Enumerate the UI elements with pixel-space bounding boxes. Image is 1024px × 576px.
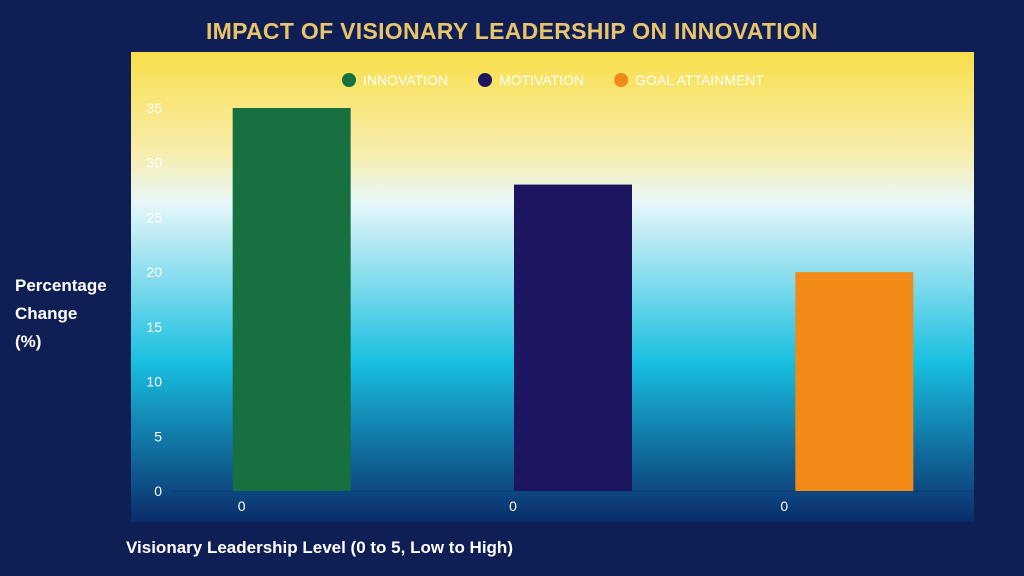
y-axis-label-line: (%) [15,332,42,351]
y-axis-label-line: Percentage [15,276,107,295]
bar-motivation [514,184,632,491]
y-axis-label-line: Change [15,304,78,323]
y-axis-label: Percentage Change (%) [15,272,125,356]
legend: INNOVATION MOTIVATION GOAL ATTAINMENT [342,72,764,88]
bar-innovation [232,108,351,491]
y-tick-label: 0 [154,483,162,499]
legend-label: INNOVATION [363,72,448,88]
legend-marker [478,73,493,87]
x-tick-label: 0 [780,498,788,514]
bars [232,108,914,491]
x-tick-label: 0 [509,498,517,514]
y-tick-label: 35 [146,100,162,116]
legend-label: GOAL ATTAINMENT [635,72,764,88]
x-axis-label: Visionary Leadership Level (0 to 5, Low … [126,538,513,557]
legend-label: MOTIVATION [499,72,584,88]
y-tick-label: 10 [146,374,162,390]
legend-marker [342,73,356,87]
y-tick-label: 20 [146,264,162,280]
x-axis: 0 0 0 [238,498,789,514]
legend-marker [614,73,629,87]
y-tick-label: 30 [146,155,162,171]
y-tick-label: 25 [146,209,162,225]
y-tick-label: 5 [154,428,162,444]
bar-goal-attainment [795,272,914,491]
y-tick-label: 15 [146,319,162,335]
x-tick-label: 0 [238,498,246,514]
chart-title: IMPACT OF VISIONARY LEADERSHIP ON INNOVA… [205,18,819,44]
